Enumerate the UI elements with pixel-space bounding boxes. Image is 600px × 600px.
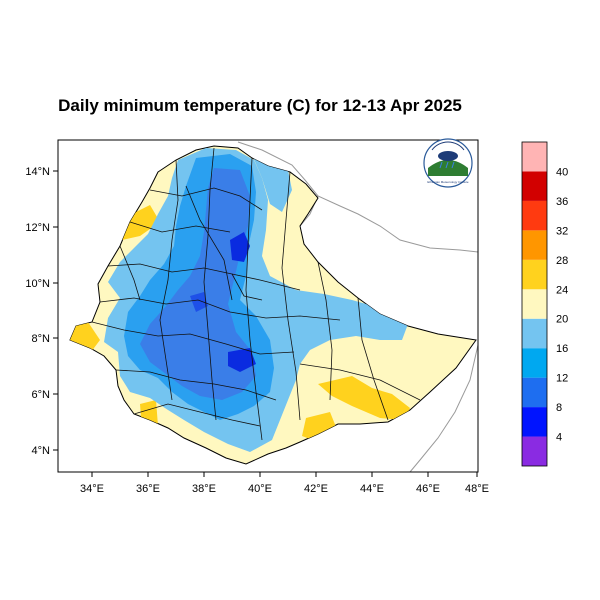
x-tick-label: 42°E xyxy=(304,483,328,495)
x-tick-label: 48°E xyxy=(465,483,489,495)
y-tick-label: 14°N xyxy=(25,166,50,178)
admin-boundaries xyxy=(91,147,421,441)
colorbar-label: 4 xyxy=(556,432,562,444)
x-tick-label: 40°E xyxy=(248,483,272,495)
colorbar-swatch xyxy=(522,171,547,201)
warm-patch-gambela xyxy=(70,322,100,356)
y-tick-labels: 4°N 6°N 8°N 10°N 12°N 14°N xyxy=(25,166,50,457)
colorbar-label: 8 xyxy=(556,402,562,414)
x-tick-label: 44°E xyxy=(360,483,384,495)
colorbar-label: 20 xyxy=(556,314,568,326)
colorbar-swatch xyxy=(522,377,547,408)
colorbar-swatch xyxy=(522,318,547,349)
colorbar-swatch xyxy=(522,200,547,231)
colorbar-swatch xyxy=(522,407,547,437)
colorbar-swatch xyxy=(522,289,547,319)
x-tick-label: 36°E xyxy=(136,483,160,495)
x-tick-marks xyxy=(91,472,478,477)
agency-logo xyxy=(423,138,473,188)
colorbar-label: 16 xyxy=(556,343,568,355)
colorbar: 4 8 12 16 20 24 28 32 36 40 xyxy=(521,141,568,467)
x-tick-labels: 34°E 36°E 38°E 40°E 42°E 44°E 46°E 48°E xyxy=(80,483,489,495)
y-tick-label: 10°N xyxy=(25,278,50,290)
coldest-spot-south xyxy=(228,348,256,372)
logo-caption: Ethiopian Meteorology Institute xyxy=(427,180,469,184)
map-title: Daily minimum temperature (C) for 12-13 … xyxy=(58,96,462,115)
x-tick-label: 38°E xyxy=(192,483,216,495)
colorbar-swatch xyxy=(522,230,547,260)
colorbar-label: 40 xyxy=(556,166,568,178)
temperature-shading xyxy=(70,148,410,452)
warm-patch-west xyxy=(120,205,160,240)
warm-patch-east xyxy=(318,376,410,420)
colorbar-swatch xyxy=(522,259,547,290)
colorbar-label: 24 xyxy=(556,284,568,296)
cold-spot-center xyxy=(190,292,208,312)
colorbar-swatch xyxy=(522,348,547,378)
somalia-coast xyxy=(409,344,479,473)
y-tick-marks xyxy=(53,170,58,451)
colorbar-label: 12 xyxy=(556,373,568,385)
coldest-spot-north xyxy=(230,232,250,262)
coastline xyxy=(237,141,479,253)
colorbar-label: 36 xyxy=(556,196,568,208)
colorbar-swatch xyxy=(522,142,547,172)
colorbar-border xyxy=(521,141,548,467)
colorbar-swatch xyxy=(522,436,547,466)
x-tick-label: 34°E xyxy=(80,483,104,495)
x-tick-label: 46°E xyxy=(416,483,440,495)
map-frame xyxy=(57,139,479,473)
y-tick-label: 6°N xyxy=(32,389,51,401)
cold-region xyxy=(140,168,256,400)
colorbar-label: 28 xyxy=(556,255,568,267)
colorbar-label: 32 xyxy=(556,225,568,237)
y-tick-label: 8°N xyxy=(32,333,51,345)
y-tick-label: 12°N xyxy=(25,222,50,234)
y-tick-label: 4°N xyxy=(32,445,51,457)
